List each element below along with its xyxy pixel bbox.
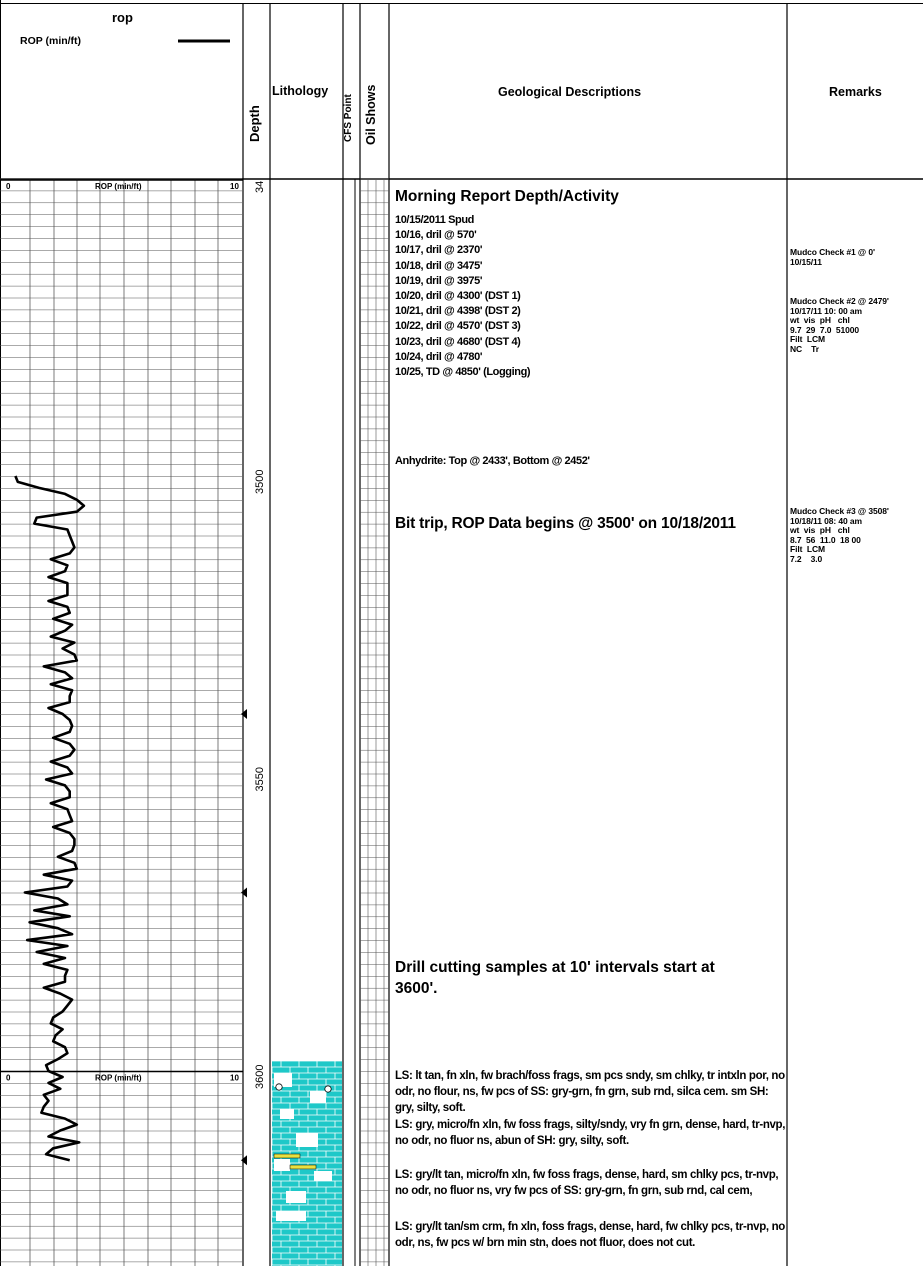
rop-scale-label: ROP (min/ft): [95, 182, 142, 191]
anhydrite-note: Anhydrite: Top @ 2433', Bottom @ 2452': [395, 455, 590, 467]
description-4: LS: gry/lt tan/sm crm, fn xln, foss frag…: [395, 1221, 785, 1249]
depth-label: 3600: [254, 1065, 266, 1089]
bit-trip-note: Bit trip, ROP Data begins @ 3500' on 10/…: [395, 515, 736, 532]
rop-scale-label: ROP (min/ft): [95, 1074, 142, 1083]
depth-marker-arrow: [241, 709, 247, 719]
report-line: 10/18, dril @ 3475': [395, 259, 483, 272]
report-line: 10/21, dril @ 4398' (DST 2): [395, 305, 521, 318]
depth-marker-arrow: [241, 1155, 247, 1166]
report-lines: 10/15/2011 Spud 10/16, dril @ 570' 10/17, …: [395, 213, 531, 380]
depth-label: 3500: [254, 470, 266, 494]
report-line: 10/19, dril @ 3975': [395, 274, 483, 287]
lithology-shale-patch: [296, 1133, 318, 1147]
remarks-column-header: Remarks: [829, 85, 882, 99]
remark-mudco-3: Mudco Check #3 @ 3508' 10/18/11 08: 40 a…: [790, 506, 889, 564]
depth-label: 3550: [254, 767, 266, 791]
lithology-shale-patch: [310, 1091, 326, 1103]
report-title: Morning Report Depth/Activity: [395, 188, 619, 205]
rop-legend-label: ROP (min/ft): [20, 35, 82, 47]
lithology-fossil-symbol: [324, 1085, 332, 1093]
report-line: 10/23, dril @ 4680' (DST 4): [395, 335, 521, 348]
samples-note: Drill cutting samples at 10' intervals s…: [395, 959, 715, 997]
lithology-shale-patch: [274, 1159, 290, 1171]
description-3: LS: gry/lt tan, micro/fn xln, fw foss fr…: [395, 1169, 779, 1197]
cfs-point-column-header: CFS Point: [343, 94, 354, 142]
report-line: 10/15/2011 Spud: [395, 214, 474, 226]
remark-mudco-2: Mudco Check #2 @ 2479' 10/17/11 10: 00 a…: [790, 296, 889, 354]
report-line: 10/20, dril @ 4300' (DST 1): [395, 290, 521, 303]
rop-scale-min: 0: [6, 182, 11, 191]
lithology-fossil-symbol: [275, 1083, 283, 1091]
remark-mudco-1: Mudco Check #1 @ 0' 10/15/11: [790, 247, 875, 267]
lithology-shale-patch: [314, 1171, 332, 1181]
depth-marker-arrow: [241, 887, 247, 898]
depth-label: 34: [254, 181, 266, 193]
depth-column-header: Depth: [247, 105, 262, 142]
report-line: 10/22, dril @ 4570' (DST 3): [395, 320, 521, 333]
lithology-shale-patch: [276, 1211, 306, 1221]
report-line: 10/25, TD @ 4850' (Logging): [395, 366, 531, 379]
rop-scale-max: 10: [230, 1074, 239, 1083]
lithology-shale-patch: [280, 1109, 294, 1119]
lithology-sand-stringer: [289, 1164, 317, 1170]
rop-title: rop: [112, 10, 133, 25]
rop-curve: [14, 475, 86, 1162]
oil-shows-column-header: Oil Shows: [364, 84, 378, 145]
geo-desc-column-header: Geological Descriptions: [498, 85, 642, 99]
description-1: LS: lt tan, fn xln, fw brach/foss frags,…: [395, 1070, 785, 1114]
report-line: 10/17, dril @ 2370': [395, 244, 483, 257]
lithology-column-header: Lithology: [272, 84, 329, 98]
rop-scale-min: 0: [6, 1074, 11, 1083]
report-line: 10/24, dril @ 4780': [395, 350, 483, 363]
report-line: 10/16, dril @ 570': [395, 229, 477, 242]
lithology-shale-patch: [286, 1191, 306, 1203]
rop-scale-max: 10: [230, 182, 239, 191]
lithology-sand-stringer: [273, 1153, 301, 1159]
description-2: LS: gry, micro/fn xln, fw foss frags, si…: [395, 1119, 786, 1147]
